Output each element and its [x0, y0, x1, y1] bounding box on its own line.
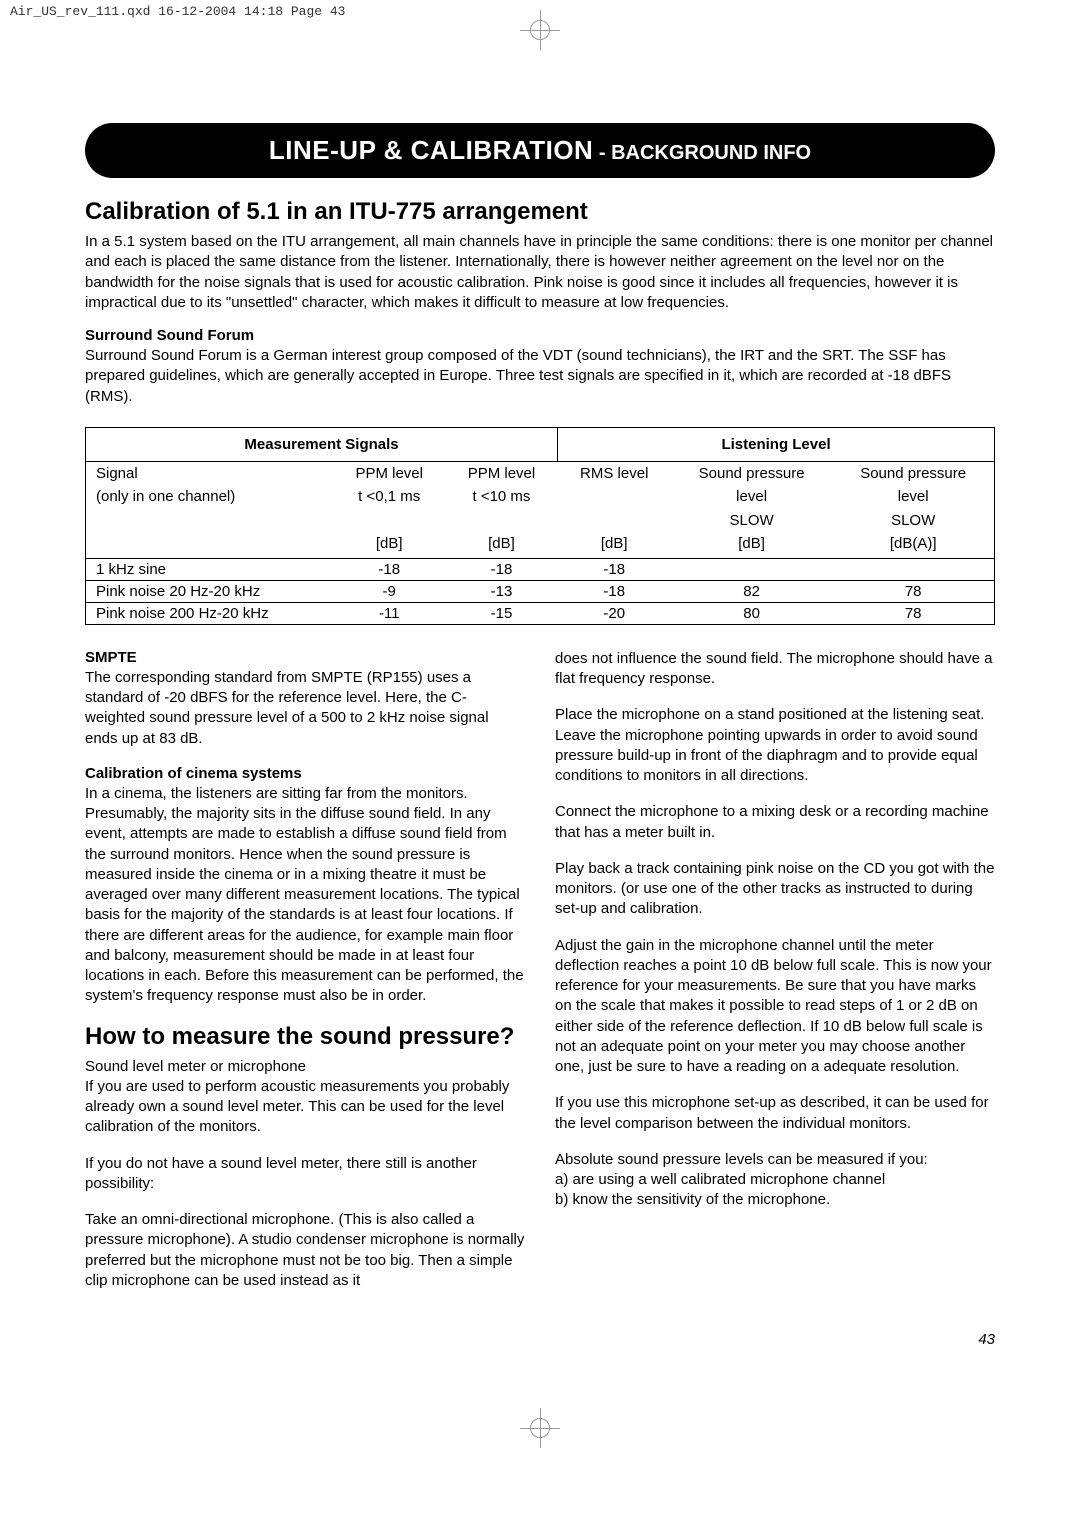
right-p6: If you use this microphone set-up as des…: [555, 1093, 995, 1134]
col-sp2: Sound pressure: [832, 461, 994, 485]
section1-intro: In a 5.1 system based on the ITU arrange…: [85, 232, 995, 313]
right-column: does not influence the sound field. The …: [555, 649, 995, 1291]
table-cell: 1 kHz sine: [86, 558, 334, 580]
table-cell: 80: [671, 602, 832, 624]
cinema-body: In a cinema, the listeners are sitting f…: [85, 784, 525, 1007]
table-group-measurement: Measurement Signals: [86, 427, 558, 461]
smpte-head: SMPTE: [85, 649, 525, 666]
cinema-head: Calibration of cinema systems: [85, 765, 525, 782]
right-p4: Play back a track containing pink noise …: [555, 859, 995, 920]
table-cell: -18: [558, 580, 671, 602]
unit-sp2: [dB(A)]: [832, 532, 994, 558]
table-cell: -15: [445, 602, 557, 624]
ssf-body: Surround Sound Forum is a German interes…: [85, 346, 995, 407]
right-p7a: a) are using a well calibrated microphon…: [555, 1170, 995, 1190]
table-cell: -9: [333, 580, 445, 602]
unit-sp1: [dB]: [671, 532, 832, 558]
col-signal-sub: (only in one channel): [86, 485, 334, 509]
right-p2: Place the microphone on a stand position…: [555, 705, 995, 786]
slm-line: Sound level meter or microphone: [85, 1057, 525, 1077]
unit-ppm1: [dB]: [333, 532, 445, 558]
page-content: LINE-UP & CALIBRATION - BACKGROUND INFO …: [0, 23, 1080, 1468]
mic-body: Take an omni-directional microphone. (Th…: [85, 1210, 525, 1291]
ssf-head: Surround Sound Forum: [85, 327, 995, 344]
col-ppm2-sub: t <10 ms: [445, 485, 557, 509]
table-cell: -18: [333, 558, 445, 580]
table-cell: -13: [445, 580, 557, 602]
table-cell: 78: [832, 602, 994, 624]
table-cell: -18: [558, 558, 671, 580]
unit-rms: [dB]: [558, 532, 671, 558]
left-column: SMPTE The corresponding standard from SM…: [85, 649, 525, 1291]
table-cell: Pink noise 200 Hz-20 kHz: [86, 602, 334, 624]
col-sp1-sub2: SLOW: [671, 509, 832, 533]
table-cell: 82: [671, 580, 832, 602]
col-sp2-sub2: SLOW: [832, 509, 994, 533]
col-ppm2: PPM level: [445, 461, 557, 485]
unit-ppm2: [dB]: [445, 532, 557, 558]
col-sp1: Sound pressure: [671, 461, 832, 485]
right-p7b: b) know the sensitivity of the microphon…: [555, 1190, 995, 1210]
right-p7: Absolute sound pressure levels can be me…: [555, 1150, 995, 1170]
signals-table: Measurement Signals Listening Level Sign…: [85, 427, 995, 625]
slm-body: If you are used to perform acoustic meas…: [85, 1077, 525, 1138]
right-p3: Connect the microphone to a mixing desk …: [555, 802, 995, 843]
col-signal: Signal: [86, 461, 334, 485]
section2-heading: How to measure the sound pressure?: [85, 1023, 525, 1051]
title-main: LINE-UP & CALIBRATION: [269, 135, 593, 165]
table-cell: -20: [558, 602, 671, 624]
col-rms: RMS level: [558, 461, 671, 485]
table-cell: -18: [445, 558, 557, 580]
section1-heading: Calibration of 5.1 in an ITU-775 arrange…: [85, 198, 995, 226]
title-sub: - BACKGROUND INFO: [593, 142, 811, 164]
table-cell: [671, 558, 832, 580]
crop-mark-icon: [520, 1408, 560, 1448]
smpte-body: The corresponding standard from SMPTE (R…: [85, 668, 525, 749]
col-ppm1: PPM level: [333, 461, 445, 485]
table-group-listening: Listening Level: [558, 427, 995, 461]
col-sp1-sub1: level: [671, 485, 832, 509]
col-sp2-sub1: level: [832, 485, 994, 509]
right-p1: does not influence the sound field. The …: [555, 649, 995, 690]
col-ppm1-sub: t <0,1 ms: [333, 485, 445, 509]
right-p5: Adjust the gain in the microphone channe…: [555, 936, 995, 1078]
table-cell: 78: [832, 580, 994, 602]
crop-mark-icon: [520, 10, 560, 50]
page-number: 43: [85, 1331, 995, 1348]
table-cell: Pink noise 20 Hz-20 kHz: [86, 580, 334, 602]
table-cell: -11: [333, 602, 445, 624]
table-cell: [832, 558, 994, 580]
noslm-body: If you do not have a sound level meter, …: [85, 1154, 525, 1195]
page-title-bar: LINE-UP & CALIBRATION - BACKGROUND INFO: [85, 123, 995, 178]
